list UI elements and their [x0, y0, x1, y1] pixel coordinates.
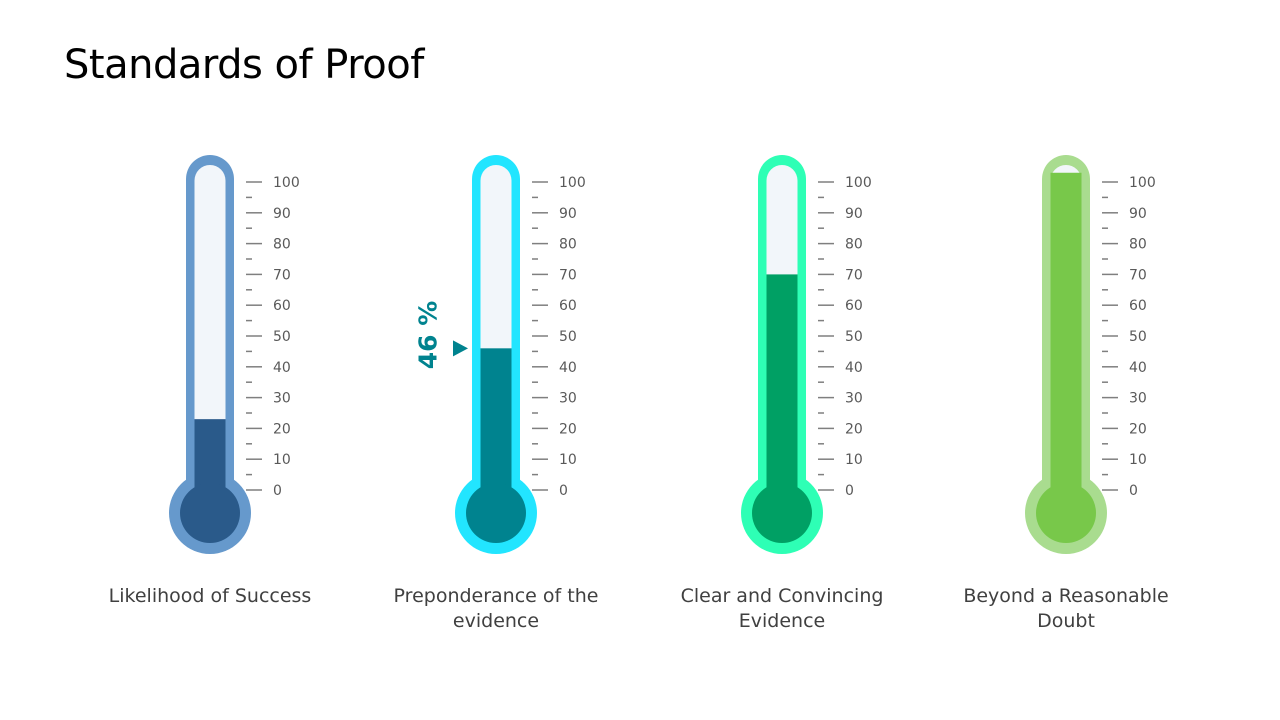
- thermometer-label-3: Clear and Convincing Evidence: [680, 585, 884, 632]
- tick-label: 50: [845, 329, 863, 345]
- tick-label: 40: [845, 360, 863, 376]
- thermometer-4: 0 10 20 30 40 50 60 70 80 90 100: [1025, 155, 1156, 554]
- tick-label: 50: [273, 329, 291, 345]
- tick-label: 40: [559, 360, 577, 376]
- thermometer-1: 0 10 20 30 40 50 60 70 80 90 100: [169, 155, 300, 554]
- tick-label: 70: [273, 267, 291, 283]
- tick-label: 50: [559, 329, 577, 345]
- tick-label: 10: [273, 452, 291, 468]
- pointer-triangle-icon: [453, 340, 468, 357]
- page-title: Standards of Proof: [64, 42, 424, 88]
- tick-label: 0: [559, 483, 568, 499]
- thermometer-bulb-fill: [752, 483, 812, 543]
- tick-label: 70: [559, 267, 577, 283]
- thermometer-3: 0 10 20 30 40 50 60 70 80 90 100: [741, 155, 872, 554]
- thermometer-bulb-fill: [1036, 483, 1096, 543]
- tick-label: 40: [1129, 360, 1147, 376]
- thermometer-2: 0 10 20 30 40 50 60 70 80 90 100: [453, 155, 586, 554]
- tick-label: 80: [1129, 237, 1147, 253]
- value-annotation: 46 %: [413, 300, 443, 370]
- tick-label: 30: [273, 391, 291, 407]
- tick-label: 20: [1129, 421, 1147, 437]
- tick-label: 30: [1129, 391, 1147, 407]
- tick-label: 60: [845, 298, 863, 314]
- tick-label: 60: [1129, 298, 1147, 314]
- tick-label: 100: [1129, 175, 1156, 191]
- tick-label: 60: [273, 298, 291, 314]
- tick-label: 70: [845, 267, 863, 283]
- tick-label: 100: [273, 175, 300, 191]
- tick-label: 0: [273, 483, 282, 499]
- tick-label: 90: [1129, 206, 1147, 222]
- tick-label: 30: [845, 391, 863, 407]
- tick-label: 80: [273, 237, 291, 253]
- tick-label: 10: [845, 452, 863, 468]
- thermometer-label-2: Preponderance of the evidence: [393, 585, 599, 632]
- thermometer-bulb-fill: [466, 483, 526, 543]
- tick-label: 70: [1129, 267, 1147, 283]
- tick-label: 60: [559, 298, 577, 314]
- thermometer-label-1: Likelihood of Success: [108, 585, 312, 607]
- tick-label: 100: [845, 175, 872, 191]
- thermometer-fill: [1050, 172, 1082, 515]
- tick-label: 90: [273, 206, 291, 222]
- tick-label: 0: [1129, 483, 1138, 499]
- tick-label: 10: [1129, 452, 1147, 468]
- thermometer-label-4: Beyond a Reasonable Doubt: [963, 585, 1169, 632]
- tick-label: 80: [845, 237, 863, 253]
- tick-label: 0: [845, 483, 854, 499]
- tick-label: 90: [559, 206, 577, 222]
- tick-label: 20: [273, 421, 291, 437]
- thermometer-bulb-fill: [180, 483, 240, 543]
- tick-label: 100: [559, 175, 586, 191]
- tick-label: 40: [273, 360, 291, 376]
- tick-label: 10: [559, 452, 577, 468]
- tick-label: 50: [1129, 329, 1147, 345]
- thermometer-fill: [766, 274, 798, 515]
- tick-label: 80: [559, 237, 577, 253]
- tick-label: 20: [845, 421, 863, 437]
- tick-label: 30: [559, 391, 577, 407]
- tick-label: 20: [559, 421, 577, 437]
- tick-label: 90: [845, 206, 863, 222]
